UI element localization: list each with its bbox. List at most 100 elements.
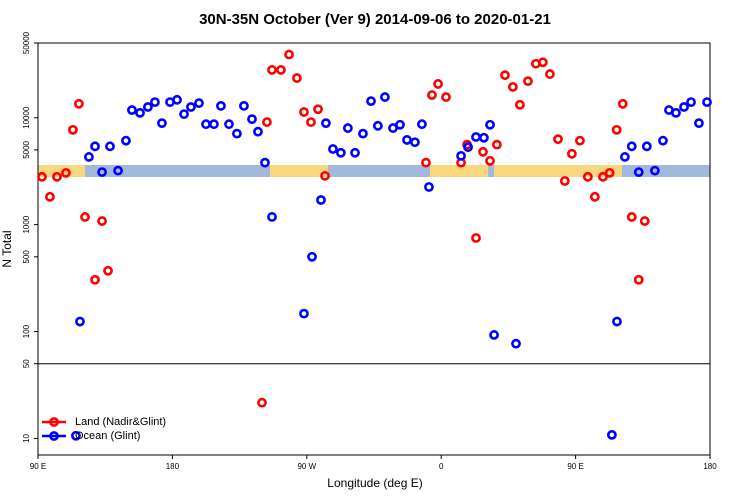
x-tick-label: 90 E	[567, 462, 583, 471]
point	[45, 191, 55, 202]
point	[239, 101, 249, 111]
point	[372, 120, 383, 131]
point	[299, 107, 309, 117]
point	[463, 142, 473, 153]
point	[471, 233, 481, 243]
point	[611, 124, 622, 135]
point	[514, 99, 525, 110]
point	[456, 150, 466, 161]
x-tick-label: 180	[703, 462, 717, 471]
point	[598, 171, 608, 182]
point	[299, 308, 309, 319]
point	[201, 119, 211, 130]
point	[74, 98, 84, 109]
point	[686, 97, 696, 108]
point	[121, 135, 131, 146]
y-tick-label: 10000	[22, 106, 31, 129]
point	[328, 144, 338, 154]
point	[589, 191, 600, 202]
point	[612, 316, 622, 327]
point	[679, 102, 689, 112]
point	[135, 107, 145, 118]
point	[658, 135, 668, 146]
point	[395, 119, 405, 130]
point	[545, 69, 555, 79]
x-tick-label: 0	[439, 462, 444, 471]
point	[320, 170, 330, 181]
point	[633, 167, 644, 177]
point	[402, 135, 412, 145]
point	[492, 139, 502, 150]
point	[257, 397, 267, 408]
x-axis-label: Longitude (deg E)	[327, 476, 422, 490]
point	[179, 109, 189, 120]
legend-marker	[49, 431, 59, 441]
point	[52, 171, 62, 182]
point	[321, 118, 331, 129]
point	[582, 171, 593, 182]
point	[441, 92, 451, 102]
point	[216, 101, 226, 111]
point	[358, 128, 368, 139]
point	[433, 79, 443, 89]
point	[500, 70, 510, 81]
point	[113, 165, 123, 176]
point	[626, 212, 637, 222]
point	[350, 147, 360, 158]
point	[427, 90, 437, 100]
point	[247, 114, 257, 125]
point	[380, 92, 390, 102]
point	[626, 141, 637, 152]
point	[489, 330, 499, 340]
point	[90, 141, 100, 152]
point	[61, 167, 71, 178]
point	[507, 82, 518, 92]
point	[267, 65, 277, 75]
y-tick-label: 50000	[22, 31, 31, 54]
y-tick-label: 50	[22, 359, 31, 368]
point	[127, 105, 137, 115]
point	[157, 118, 167, 129]
point	[194, 98, 204, 109]
point	[97, 216, 107, 226]
point	[262, 117, 272, 128]
point	[276, 65, 286, 75]
point	[90, 274, 100, 285]
legend-label: Land (Nadir&Glint)	[75, 416, 166, 428]
y-tick-label: 1000	[22, 215, 31, 233]
legend-marker	[49, 417, 59, 427]
y-tick-label: 500	[22, 250, 31, 264]
point	[559, 176, 570, 186]
point	[671, 107, 681, 118]
chart-title: 30N-35N October (Ver 9) 2014-09-06 to 20…	[199, 11, 551, 28]
point	[617, 98, 628, 109]
legend-label: Ocean (Glint)	[75, 430, 140, 442]
point	[633, 274, 644, 285]
point	[639, 216, 650, 226]
point	[97, 167, 107, 177]
point	[313, 104, 323, 115]
x-tick-label: 90 W	[297, 462, 316, 471]
point	[606, 429, 617, 440]
y-tick-label: 5000	[22, 140, 31, 158]
point	[619, 152, 630, 162]
point	[105, 141, 115, 152]
x-tick-label: 180	[166, 462, 180, 471]
point	[75, 316, 85, 327]
point	[316, 195, 326, 205]
point	[410, 137, 420, 148]
point	[84, 152, 94, 162]
point	[702, 97, 712, 108]
land-strip	[494, 165, 622, 177]
point	[694, 118, 704, 129]
point	[604, 167, 615, 178]
point	[172, 94, 182, 105]
point	[253, 126, 263, 137]
point	[284, 49, 294, 60]
point	[209, 119, 219, 130]
point	[366, 96, 376, 107]
point	[307, 251, 317, 262]
point	[143, 102, 153, 112]
point	[260, 157, 270, 168]
